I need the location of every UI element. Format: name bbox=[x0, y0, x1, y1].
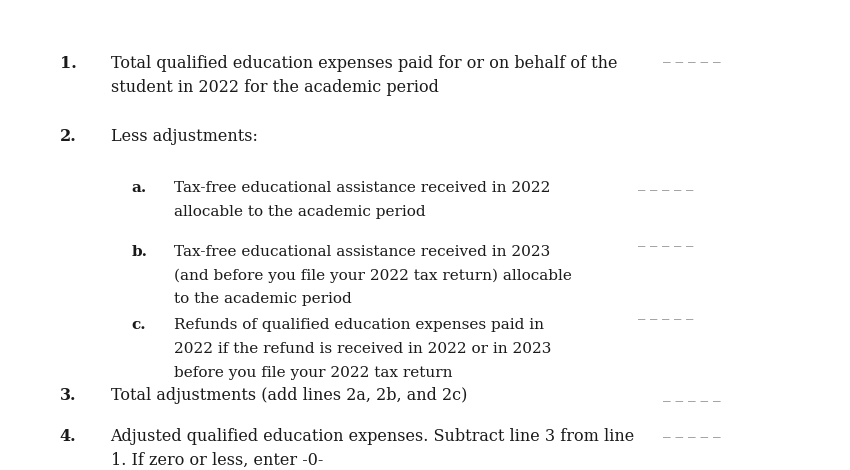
Text: 1. If zero or less, enter -0-: 1. If zero or less, enter -0- bbox=[110, 452, 323, 469]
Text: allocable to the academic period: allocable to the academic period bbox=[174, 204, 426, 219]
Text: Tax-free educational assistance received in 2023: Tax-free educational assistance received… bbox=[174, 245, 551, 259]
Text: Adjusted qualified education expenses. Subtract line 3 from line: Adjusted qualified education expenses. S… bbox=[110, 428, 635, 445]
Text: Refunds of qualified education expenses paid in: Refunds of qualified education expenses … bbox=[174, 318, 544, 332]
Text: Total qualified education expenses paid for or on behalf of the: Total qualified education expenses paid … bbox=[110, 55, 617, 72]
Text: _ _ _ _ _: _ _ _ _ _ bbox=[638, 176, 693, 190]
Text: before you file your 2022 tax return: before you file your 2022 tax return bbox=[174, 366, 453, 380]
Text: student in 2022 for the academic period: student in 2022 for the academic period bbox=[110, 79, 439, 96]
Text: 2022 if the refund is received in 2022 or in 2023: 2022 if the refund is received in 2022 o… bbox=[174, 342, 552, 356]
Text: _ _ _ _ _: _ _ _ _ _ bbox=[663, 423, 721, 438]
Text: a.: a. bbox=[132, 181, 147, 195]
Text: 4.: 4. bbox=[60, 428, 76, 445]
Text: _ _ _ _ _: _ _ _ _ _ bbox=[638, 232, 693, 246]
Text: (and before you file your 2022 tax return) allocable: (and before you file your 2022 tax retur… bbox=[174, 269, 572, 283]
Text: Tax-free educational assistance received in 2022: Tax-free educational assistance received… bbox=[174, 181, 551, 195]
Text: _ _ _ _ _: _ _ _ _ _ bbox=[638, 306, 693, 319]
Text: c.: c. bbox=[132, 318, 146, 332]
Text: _ _ _ _ _: _ _ _ _ _ bbox=[663, 387, 721, 401]
Text: _ _ _ _ _: _ _ _ _ _ bbox=[663, 48, 721, 62]
Text: 1.: 1. bbox=[60, 55, 76, 72]
Text: 2.: 2. bbox=[60, 128, 76, 145]
Text: b.: b. bbox=[132, 245, 148, 259]
Text: to the academic period: to the academic period bbox=[174, 292, 352, 306]
Text: Less adjustments:: Less adjustments: bbox=[110, 128, 258, 145]
Text: 3.: 3. bbox=[60, 387, 76, 404]
Text: Total adjustments (add lines 2a, 2b, and 2c): Total adjustments (add lines 2a, 2b, and… bbox=[110, 387, 467, 404]
